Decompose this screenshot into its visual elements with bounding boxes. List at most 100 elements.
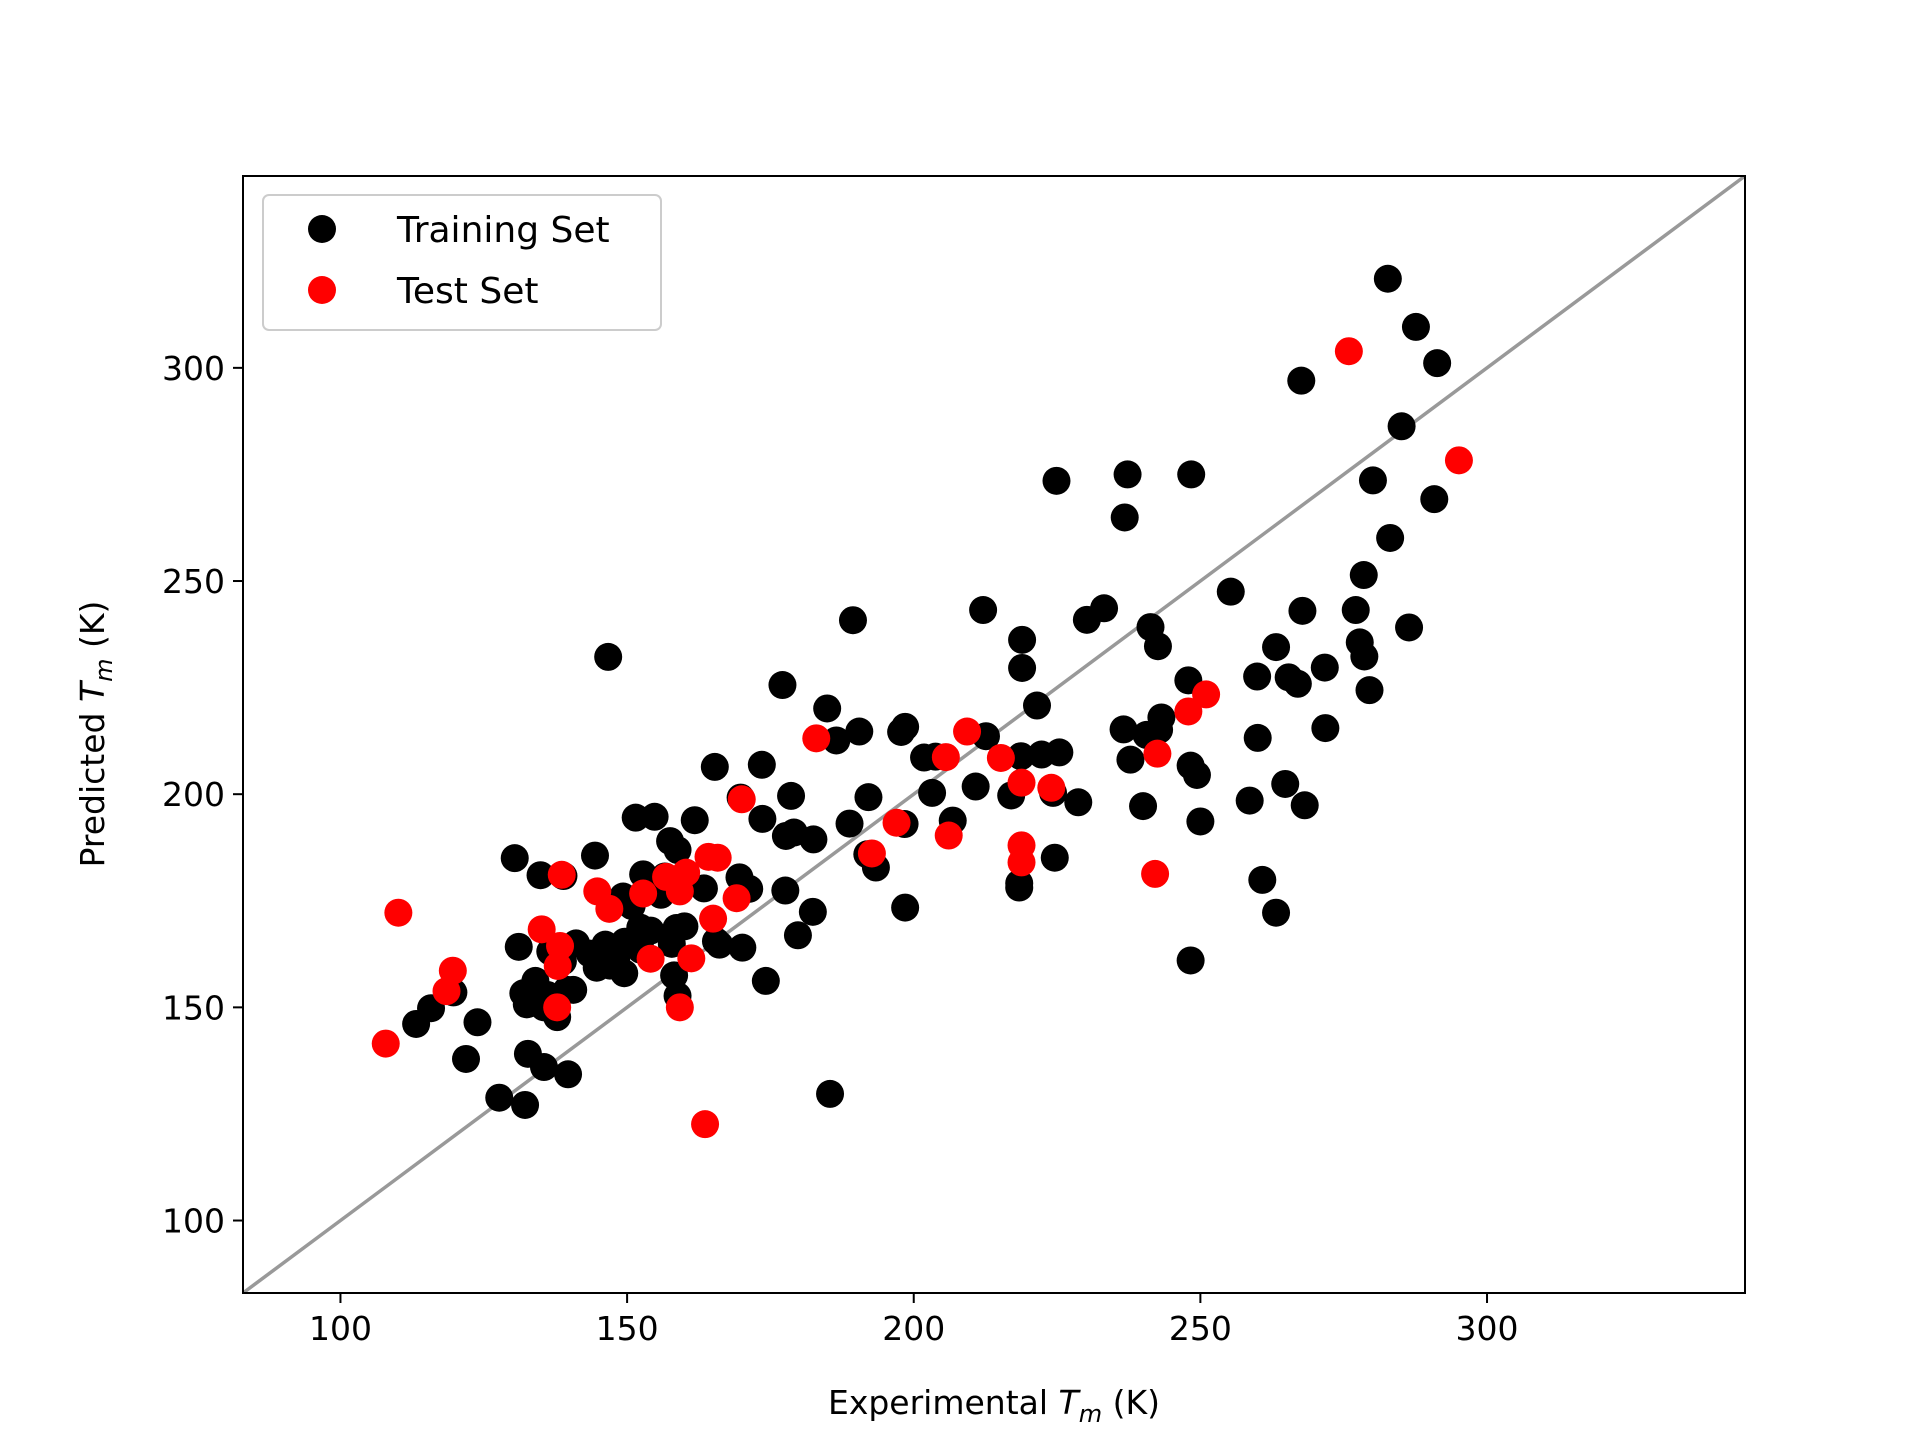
data-point [857, 839, 886, 868]
data-point [665, 993, 694, 1022]
data-point [891, 893, 920, 922]
data-point [1262, 633, 1291, 662]
data-point [500, 844, 529, 873]
data-point [580, 841, 609, 870]
data-point [1243, 723, 1272, 752]
data-point [1334, 337, 1363, 366]
data-point [918, 778, 947, 807]
data-point [705, 930, 734, 959]
data-point [1177, 460, 1206, 489]
data-point [727, 785, 756, 814]
legend-label-training: Training Set [396, 210, 610, 251]
data-point [512, 990, 541, 1019]
data-point [621, 803, 650, 832]
x-tick-label: 300 [1456, 1309, 1519, 1348]
data-point [1311, 714, 1340, 743]
data-point [1145, 715, 1174, 744]
data-point [1037, 773, 1066, 802]
data-point [931, 743, 960, 772]
data-point [728, 933, 757, 962]
data-point [527, 915, 556, 944]
data-point [1288, 596, 1317, 625]
data-point [1376, 523, 1405, 552]
data-point [1262, 898, 1291, 927]
data-point [1290, 791, 1319, 820]
data-point [384, 898, 413, 927]
data-point [1008, 653, 1037, 682]
y-tick-label: 250 [162, 562, 225, 601]
data-point [594, 642, 623, 671]
data-point [1287, 366, 1316, 395]
data-point [1186, 807, 1215, 836]
x-tick-label: 150 [596, 1309, 659, 1348]
data-point [813, 694, 842, 723]
data-point [961, 772, 990, 801]
data-point [677, 944, 706, 973]
data-point [953, 717, 982, 746]
data-point [1143, 632, 1172, 661]
data-point [986, 743, 1015, 772]
data-point [1110, 503, 1139, 532]
data-point [1005, 873, 1034, 902]
data-point [1045, 738, 1074, 767]
legend-label-test: Test Set [396, 271, 538, 312]
data-point [802, 724, 831, 753]
data-point [838, 606, 867, 635]
data-point [452, 1044, 481, 1073]
data-point [1341, 596, 1370, 625]
data-point [547, 860, 576, 889]
data-point [1373, 264, 1402, 293]
data-point [1349, 561, 1378, 590]
data-point [657, 929, 686, 958]
data-point [1271, 769, 1300, 798]
data-point [1216, 577, 1245, 606]
data-point [969, 596, 998, 625]
data-point [1116, 745, 1145, 774]
y-tick-label: 150 [162, 988, 225, 1027]
data-point [1243, 662, 1272, 691]
data-point [1113, 460, 1142, 489]
data-point [771, 876, 800, 905]
data-point [1006, 742, 1035, 771]
data-point [1182, 761, 1211, 790]
data-point [402, 1009, 431, 1038]
x-axis-label: Experimental Tm (K) [828, 1383, 1160, 1428]
data-point [934, 821, 963, 850]
data-point [663, 836, 692, 865]
data-point [771, 821, 800, 850]
data-point [1022, 691, 1051, 720]
data-point [1008, 625, 1037, 654]
data-point [887, 717, 916, 746]
data-point [845, 717, 874, 746]
series-test-set [371, 337, 1473, 1139]
data-point [799, 825, 828, 854]
legend: Training Set Test Set [262, 194, 662, 331]
data-point [1176, 946, 1205, 975]
data-point [432, 977, 461, 1006]
data-point [1109, 715, 1138, 744]
data-point [1143, 739, 1172, 768]
data-point [543, 993, 572, 1022]
data-point [1350, 642, 1379, 671]
legend-box [262, 194, 662, 331]
data-point [748, 804, 777, 833]
x-axis: 100 150 200 250 300 [309, 1293, 1519, 1348]
data-point [1310, 653, 1339, 682]
data-point [1064, 788, 1093, 817]
data-point [1007, 848, 1036, 877]
data-point [511, 1090, 540, 1119]
data-point [1387, 412, 1416, 441]
data-point [777, 781, 806, 810]
data-point [835, 809, 864, 838]
x-tick-label: 100 [309, 1309, 372, 1348]
data-point [1192, 680, 1221, 709]
data-point [1444, 446, 1473, 475]
data-point [665, 877, 694, 906]
y-tick-label: 300 [162, 349, 225, 388]
data-point [554, 1060, 583, 1089]
data-point [747, 750, 776, 779]
data-point [680, 806, 709, 835]
data-point [699, 904, 728, 933]
data-point [700, 752, 729, 781]
data-point [529, 1053, 558, 1082]
